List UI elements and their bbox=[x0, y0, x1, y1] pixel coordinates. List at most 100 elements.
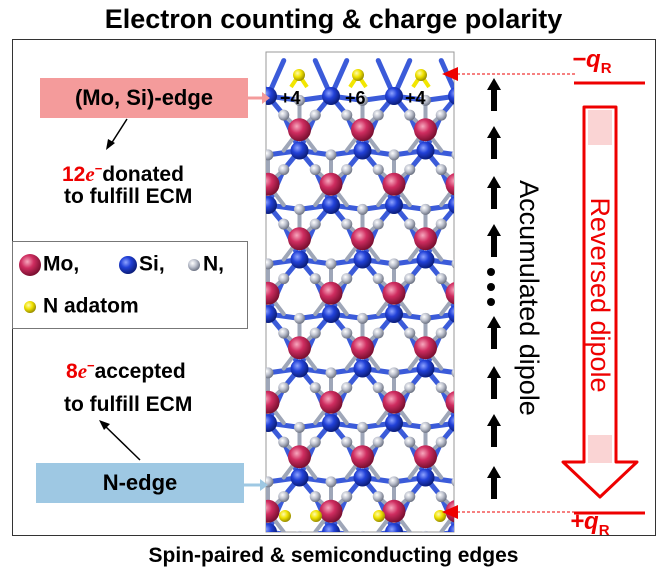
n-atom bbox=[359, 530, 366, 532]
n-atom bbox=[435, 218, 447, 230]
n-adatom-icon bbox=[24, 301, 36, 313]
n-atom bbox=[562, 491, 573, 502]
si-atom bbox=[228, 142, 246, 160]
accumulated-dipole-label: Accumulated dipole bbox=[514, 180, 544, 416]
mo-atom bbox=[266, 172, 280, 196]
n-atom bbox=[435, 109, 447, 121]
n-atom bbox=[278, 218, 290, 230]
si-n-bond bbox=[237, 151, 253, 170]
n-atom bbox=[215, 219, 226, 230]
n-atom bbox=[325, 367, 337, 379]
si-atom bbox=[543, 469, 561, 487]
mo-n-bond bbox=[536, 457, 552, 478]
figure-title: Electron counting & charge polarity bbox=[104, 4, 563, 34]
up-arrow-head bbox=[487, 126, 501, 138]
n-atom bbox=[357, 312, 368, 324]
legend-mo: Mo, bbox=[17, 252, 79, 278]
n-atom bbox=[278, 109, 290, 121]
donated-pointer-head bbox=[106, 139, 115, 150]
electron-symbol-2: e bbox=[77, 359, 88, 383]
n-atom bbox=[467, 164, 478, 175]
up-arrow-head bbox=[487, 176, 501, 188]
mo-atom bbox=[225, 118, 248, 141]
si-n-bond bbox=[473, 151, 489, 170]
mo-n-bond bbox=[457, 511, 473, 532]
n-atom bbox=[372, 436, 384, 448]
mo-n-bond bbox=[439, 293, 454, 316]
mo-atom bbox=[266, 281, 280, 305]
accepted-pointer bbox=[103, 424, 141, 461]
donated-word: donated bbox=[102, 163, 184, 186]
mo-atom-icon bbox=[19, 254, 41, 276]
si-atom bbox=[416, 468, 435, 487]
reversed-dipole-arrow bbox=[561, 105, 639, 499]
si-atom bbox=[196, 196, 214, 214]
si-n-bond bbox=[457, 314, 473, 333]
si-n-bond bbox=[457, 151, 489, 155]
mo-atom bbox=[288, 445, 311, 469]
reversed-arrow-mask bbox=[587, 145, 613, 435]
mo-n-bond bbox=[473, 239, 489, 260]
n-atom bbox=[309, 382, 321, 394]
donated-count: 12 bbox=[62, 163, 86, 186]
mo-n-bond bbox=[552, 239, 568, 260]
figure-footer: Spin-paired & semiconducting edges bbox=[148, 544, 519, 567]
si-atom bbox=[266, 305, 277, 323]
n-atom bbox=[247, 219, 258, 230]
si-n-bond bbox=[552, 369, 568, 388]
donated-text: 12e−donated bbox=[62, 155, 184, 189]
mo-atom bbox=[414, 336, 437, 360]
accepted-goal: to fulfill ECM bbox=[64, 393, 193, 416]
si-n-bond bbox=[205, 388, 221, 423]
n-atom bbox=[357, 203, 368, 215]
n-atom bbox=[420, 94, 431, 106]
n-atom bbox=[422, 530, 429, 532]
si-atom bbox=[385, 414, 403, 432]
si-n-bond bbox=[473, 442, 489, 477]
si-n-bond bbox=[457, 279, 473, 314]
mo-n-bond bbox=[552, 333, 568, 348]
mo-atom bbox=[288, 336, 311, 360]
up-arrow-shaft bbox=[491, 377, 497, 399]
mo-atom bbox=[540, 118, 563, 141]
mo-n-bond bbox=[520, 497, 536, 512]
si-n-bond bbox=[520, 478, 552, 482]
n-atom bbox=[231, 422, 242, 433]
electron-sup-2: − bbox=[87, 358, 95, 373]
ellipsis-dot bbox=[487, 268, 495, 276]
si-n-bond bbox=[221, 115, 237, 150]
n-atom bbox=[546, 204, 557, 215]
si-atom bbox=[290, 359, 309, 378]
si-n-bond bbox=[504, 96, 520, 115]
si-atom bbox=[322, 414, 340, 432]
ellipsis-dot bbox=[487, 283, 495, 291]
n-atom bbox=[499, 328, 510, 339]
mo-n-bond bbox=[284, 566, 300, 585]
si-n-bond bbox=[391, 529, 413, 532]
q-bottom-label: +qR bbox=[570, 508, 610, 539]
si-n-bond bbox=[473, 333, 489, 368]
accepted-count: 8 bbox=[66, 360, 78, 383]
n-atom bbox=[435, 491, 447, 503]
si-atom bbox=[511, 523, 529, 541]
n-atom bbox=[404, 382, 416, 394]
n-atom bbox=[309, 109, 321, 121]
si-atom bbox=[266, 414, 277, 432]
si-n-bond bbox=[457, 260, 489, 264]
n-atom bbox=[266, 149, 274, 161]
n-atom bbox=[467, 437, 478, 448]
n-atom bbox=[546, 95, 557, 106]
accepted-text: 8e−accepted bbox=[66, 352, 186, 386]
mo-n-bond bbox=[221, 566, 237, 585]
n-atom bbox=[499, 110, 510, 121]
si-atom bbox=[290, 468, 309, 487]
si-n-bond bbox=[473, 224, 489, 259]
n-atom bbox=[309, 436, 321, 448]
n-atom bbox=[467, 328, 478, 339]
n-atom bbox=[294, 312, 305, 324]
si-n-bond bbox=[520, 423, 552, 427]
mo-n-bond bbox=[536, 566, 552, 585]
si-atom bbox=[196, 414, 214, 432]
n-atom bbox=[404, 327, 416, 339]
si-n-bond bbox=[457, 96, 473, 115]
